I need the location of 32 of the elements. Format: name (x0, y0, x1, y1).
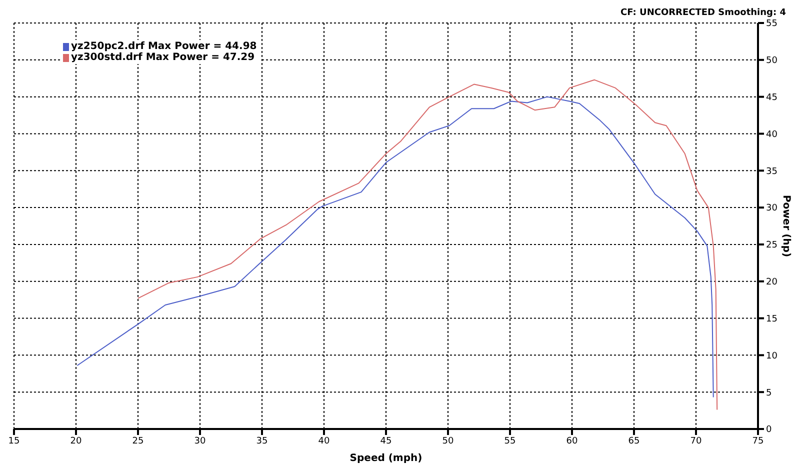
y-tick-label: 25 (766, 240, 778, 251)
y-tick-label: 50 (766, 56, 778, 66)
text: CF: UNCORRECTED Smoothing: 4 (620, 8, 786, 19)
x-tick-label: 25 (132, 436, 144, 446)
y-tick-label: 35 (766, 166, 778, 177)
line-series (76, 96, 714, 398)
y-tick-label: 55 (766, 19, 778, 30)
y-tick-label: 45 (766, 93, 778, 104)
x-tick-label: 75 (752, 436, 764, 446)
y-tick-label: 15 (766, 314, 778, 324)
x-tick-label: 45 (380, 436, 392, 446)
y-tick-label: 20 (766, 278, 778, 288)
x-tick-label: 30 (194, 436, 206, 446)
x-tick-label: 35 (256, 436, 268, 446)
x-tick-label: 60 (566, 436, 578, 446)
x-tick-label: 55 (504, 436, 516, 446)
x-axis-title: Speed (mph) (350, 453, 422, 464)
y-tick-label: 0 (766, 425, 772, 436)
y-tick-label: 40 (766, 130, 778, 140)
y-tick-label: 5 (766, 388, 772, 398)
line-series (138, 79, 718, 410)
x-tick-label: 20 (70, 436, 82, 446)
x-tick-label: 70 (690, 436, 702, 446)
y-tick-label: 30 (766, 204, 778, 214)
y-tick-label: 10 (766, 351, 778, 362)
legend-label: yz250pc2.drf Max Power = 44.98 (71, 41, 257, 52)
legend-label: yz300std.drf Max Power = 47.29 (71, 52, 255, 63)
x-tick-label: 50 (442, 436, 454, 446)
x-tick-label: 15 (8, 436, 20, 446)
x-tick-label: 65 (628, 436, 640, 446)
x-tick-label: 40 (318, 436, 330, 446)
y-axis-title: Power (hp) (780, 194, 792, 258)
